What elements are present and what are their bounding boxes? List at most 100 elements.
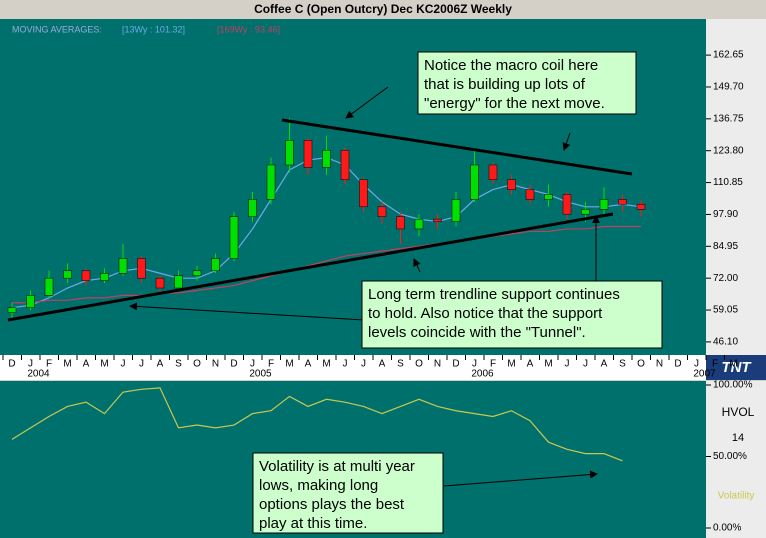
x-tick-label: M bbox=[729, 359, 737, 370]
arrow bbox=[562, 132, 571, 151]
candle-body bbox=[451, 199, 461, 222]
x-tick-label: F bbox=[712, 359, 718, 370]
arrow bbox=[345, 86, 389, 119]
y-tick-label: 50.00% bbox=[713, 451, 747, 462]
x-tick-label: J bbox=[361, 359, 366, 370]
x-tick-label: D bbox=[230, 359, 237, 370]
candle-body bbox=[414, 218, 424, 230]
annotation-text: Notice the macro coil here bbox=[424, 57, 598, 74]
x-tick-label: S bbox=[619, 359, 626, 370]
candle-body bbox=[7, 307, 17, 313]
x-tick-label: J bbox=[139, 359, 144, 370]
annotation-text: play at this time. bbox=[259, 515, 367, 532]
annotation-text: Long term trendline support continues bbox=[368, 286, 620, 303]
candle-body bbox=[303, 140, 313, 168]
x-tick-label: J bbox=[343, 359, 348, 370]
candle-body bbox=[525, 189, 535, 200]
x-tick-label: A bbox=[157, 359, 164, 370]
volatility-plot bbox=[11, 387, 623, 462]
candle-body bbox=[340, 149, 350, 180]
candle-body bbox=[137, 258, 146, 279]
resistance-trendline bbox=[281, 118, 633, 176]
x-tick-label: N bbox=[656, 359, 663, 370]
candle-body bbox=[322, 149, 331, 168]
x-tick-label: S bbox=[397, 359, 404, 370]
x-tick-label: F bbox=[490, 359, 496, 370]
x-tick-label: M bbox=[322, 359, 330, 370]
x-tick-label: M bbox=[544, 359, 552, 370]
support-trendline bbox=[7, 212, 614, 322]
x-year-label: 2004 bbox=[27, 369, 50, 380]
title-bar bbox=[0, 0, 766, 19]
annotation-text: levels coincide with the "Tunnel". bbox=[368, 324, 586, 341]
annotation-text: "energy" for the next move. bbox=[424, 95, 605, 112]
x-year-label: 2007 bbox=[693, 369, 716, 380]
candle-body bbox=[544, 194, 553, 200]
x-tick-label: S bbox=[175, 359, 182, 370]
y-tick-label: 97.90 bbox=[713, 209, 738, 220]
indicator-label: MOVING AVERAGES: bbox=[12, 24, 102, 34]
x-tick-label: A bbox=[305, 359, 312, 370]
annotation-box bbox=[252, 452, 444, 534]
indicator-name: HVOL bbox=[722, 405, 755, 419]
x-tick-label: O bbox=[415, 359, 423, 370]
y-tick-label: 59.05 bbox=[713, 305, 738, 316]
x-tick-label: O bbox=[637, 359, 645, 370]
x-tick-label: J bbox=[472, 359, 477, 370]
x-tick-label: J bbox=[583, 359, 588, 370]
candle-body bbox=[26, 295, 35, 308]
x-tick-label: M bbox=[285, 359, 293, 370]
indicator-period: 14 bbox=[732, 432, 744, 444]
x-year-label: 2005 bbox=[249, 369, 272, 380]
candle-body bbox=[359, 179, 368, 208]
candle-body bbox=[562, 194, 572, 215]
x-tick-label: J bbox=[250, 359, 255, 370]
x-tick-label: A bbox=[83, 359, 90, 370]
candle-body bbox=[118, 258, 128, 274]
annotation-text: Volatility is at multi year bbox=[259, 458, 415, 475]
x-tick-label: J bbox=[565, 359, 570, 370]
x-tick-label: D bbox=[674, 359, 681, 370]
candle-body bbox=[63, 270, 72, 279]
y-tick-label: 136.75 bbox=[713, 113, 744, 124]
x-axis bbox=[0, 355, 706, 380]
candle-body bbox=[396, 216, 405, 230]
candle-body bbox=[581, 209, 590, 215]
candle-body bbox=[155, 277, 165, 289]
x-tick-label: N bbox=[434, 359, 441, 370]
annotation-text: options plays the best bbox=[259, 496, 405, 513]
price-axis bbox=[706, 19, 766, 355]
x-tick-label: M bbox=[507, 359, 515, 370]
annotation-box bbox=[361, 280, 663, 349]
candle-body bbox=[377, 206, 387, 217]
annotation-box bbox=[417, 51, 637, 115]
candle-body bbox=[174, 275, 183, 289]
candle-body bbox=[599, 199, 609, 210]
moving-average bbox=[12, 225, 641, 304]
annotation-text: lows, making long bbox=[259, 477, 378, 494]
x-tick-label: J bbox=[694, 359, 699, 370]
candle-body bbox=[618, 199, 627, 205]
price-plot bbox=[7, 118, 646, 321]
x-tick-label: A bbox=[601, 359, 608, 370]
y-tick-label: 72.00 bbox=[713, 273, 738, 284]
volatility-axis bbox=[706, 381, 766, 538]
x-tick-label: A bbox=[527, 359, 534, 370]
arrow bbox=[129, 302, 365, 321]
candle-body bbox=[229, 216, 239, 259]
candle-body bbox=[285, 140, 294, 166]
logo-box bbox=[706, 355, 766, 380]
x-tick-label: J bbox=[28, 359, 33, 370]
y-tick-label: 100.00% bbox=[713, 380, 753, 391]
chart-title: Coffee C (Open Outcry) Dec KC2006Z Weekl… bbox=[254, 2, 512, 16]
x-tick-label: M bbox=[63, 359, 71, 370]
candle-body bbox=[507, 179, 516, 190]
arrow bbox=[413, 258, 421, 273]
candle-body bbox=[100, 273, 109, 281]
x-year-label: 2006 bbox=[471, 369, 494, 380]
drawings bbox=[7, 86, 633, 487]
candle-body bbox=[44, 277, 54, 296]
x-tick-label: A bbox=[379, 359, 386, 370]
candle-body bbox=[488, 164, 498, 180]
y-tick-label: 162.65 bbox=[713, 50, 744, 61]
